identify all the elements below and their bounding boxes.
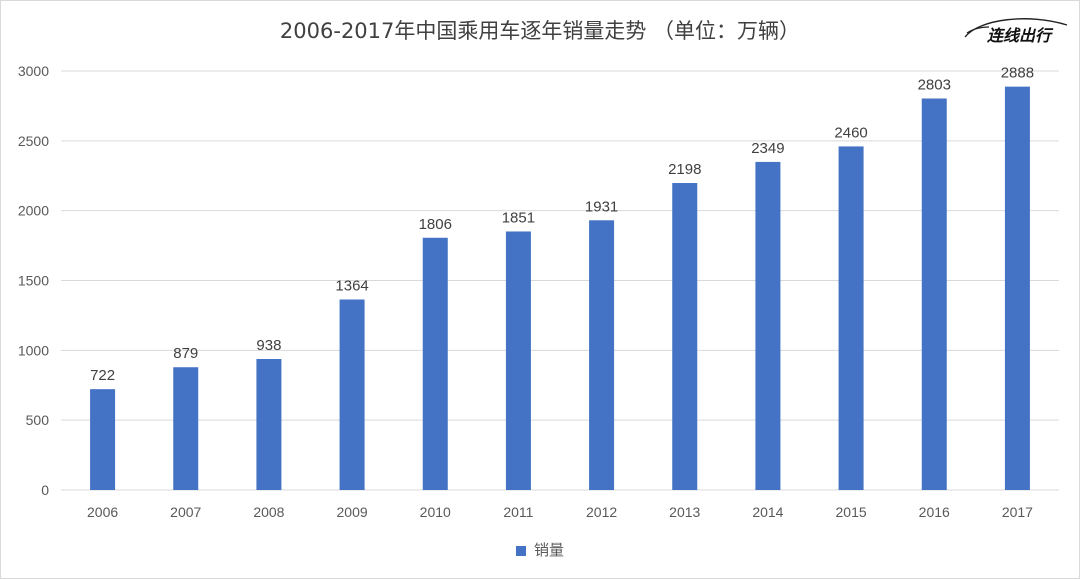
- bar: [921, 98, 947, 490]
- x-tick-label: 2008: [253, 504, 284, 520]
- x-tick-label: 2013: [669, 504, 700, 520]
- x-tick-label: 2014: [752, 504, 783, 520]
- legend-swatch: [515, 545, 526, 556]
- y-tick-label: 2500: [18, 133, 49, 149]
- bar: [672, 183, 698, 490]
- x-tick-label: 2010: [420, 504, 451, 520]
- bar: [173, 367, 199, 490]
- x-tick-label: 2007: [170, 504, 201, 520]
- data-label: 2888: [1001, 65, 1034, 82]
- x-tick-label: 2011: [503, 504, 533, 520]
- bar: [339, 299, 365, 490]
- data-label: 2349: [751, 140, 784, 157]
- legend: 销量: [1, 539, 1079, 560]
- data-label: 722: [90, 367, 115, 384]
- x-tick-label: 2012: [586, 504, 617, 520]
- y-tick-label: 1000: [18, 342, 49, 358]
- x-tick-label: 2009: [337, 504, 368, 520]
- y-tick-label: 0: [41, 482, 49, 498]
- bar: [1004, 86, 1030, 490]
- bar: [90, 389, 116, 490]
- bar: [505, 231, 531, 491]
- chart-title: 2006-2017年中国乘用车逐年销量走势 （单位：万辆）: [279, 19, 801, 43]
- y-tick-label: 500: [26, 412, 50, 428]
- legend-label: 销量: [533, 541, 564, 559]
- data-label: 1364: [335, 277, 368, 294]
- y-tick-label: 1500: [18, 273, 49, 289]
- data-label: 2460: [834, 124, 867, 141]
- data-label: 2198: [668, 161, 701, 178]
- data-label: 938: [256, 337, 281, 354]
- y-tick-label: 2000: [18, 203, 49, 219]
- bar: [755, 161, 781, 490]
- bar: [589, 220, 615, 491]
- data-label: 1806: [419, 216, 452, 233]
- data-label: 879: [173, 345, 198, 362]
- watermark-logo: 连线出行: [964, 18, 1068, 45]
- x-tick-label: 2015: [836, 504, 867, 520]
- x-tick-label: 2016: [919, 504, 950, 520]
- data-label: 1851: [502, 209, 535, 226]
- y-tick-label: 3000: [18, 63, 49, 79]
- bar: [838, 146, 864, 491]
- bar: [256, 358, 282, 490]
- car-outline-icon: [964, 18, 1068, 38]
- data-label: 2803: [918, 77, 951, 94]
- x-tick-label: 2017: [1002, 504, 1033, 520]
- x-tick-label: 2006: [87, 504, 118, 520]
- data-label: 1931: [585, 198, 618, 215]
- bar: [422, 237, 448, 490]
- watermark-text: 连线出行: [987, 26, 1054, 45]
